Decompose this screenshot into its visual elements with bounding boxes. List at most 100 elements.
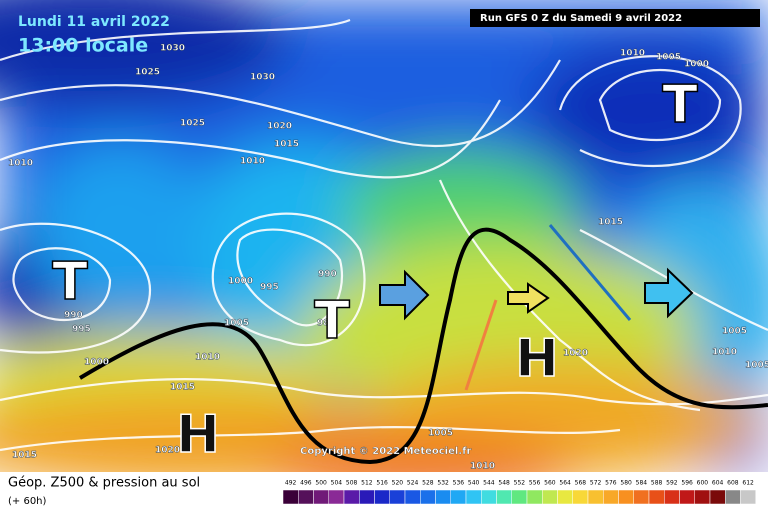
scale-swatch — [496, 489, 512, 505]
scale-swatch — [618, 489, 634, 505]
scale-label: 500 — [315, 480, 327, 487]
scale-label: 512 — [361, 480, 373, 487]
scale-label: 572 — [590, 480, 602, 487]
scale-label: 588 — [651, 480, 663, 487]
scale-swatch — [435, 489, 451, 505]
scale-swatch — [633, 489, 650, 505]
run-info: Run GFS 0 Z du Samedi 9 avril 2022 — [480, 13, 682, 24]
scale-swatch — [282, 489, 299, 505]
copyright: Copyright © 2022 Meteociel.fr — [300, 446, 471, 457]
scale-label: 564 — [559, 480, 571, 487]
scale-swatch — [389, 489, 406, 505]
scale-swatch — [420, 489, 436, 505]
scale-swatch — [450, 489, 467, 505]
pressure-label: 1010 — [195, 353, 220, 363]
pressure-label: 990 — [318, 270, 337, 280]
scale-label: 516 — [376, 480, 388, 487]
pressure-label: 1030 — [250, 73, 275, 83]
scale-swatch — [557, 489, 573, 505]
scale-label: 520 — [392, 480, 404, 487]
pressure-label: 1010 — [712, 348, 737, 358]
scale-label: 592 — [666, 480, 678, 487]
pressure-label: 1000 — [228, 277, 253, 287]
scale-label: 576 — [605, 480, 617, 487]
scale-label: 504 — [331, 480, 343, 487]
scale-label: 552 — [514, 480, 526, 487]
pressure-label: 1030 — [160, 44, 185, 54]
pressure-label: 1015 — [12, 451, 37, 461]
scale-swatch — [603, 489, 619, 505]
pressure-label: 1000 — [684, 60, 709, 70]
scale-swatch — [526, 489, 543, 505]
pressure-center: T — [52, 252, 88, 312]
pressure-label: 1025 — [180, 119, 205, 129]
pressure-label: 1005 — [656, 53, 681, 63]
pressure-center: H — [176, 405, 220, 465]
scale-label: 492 — [285, 480, 297, 487]
scale-swatch — [587, 489, 604, 505]
scale-swatch — [359, 489, 375, 505]
scale-swatch — [511, 489, 528, 505]
pressure-label: 1005 — [224, 319, 249, 329]
pressure-label: 1020 — [155, 446, 180, 456]
scale-swatch — [648, 489, 665, 505]
pressure-label: 1020 — [267, 122, 292, 132]
pressure-label: 1005 — [745, 361, 768, 371]
scale-label: 532 — [437, 480, 449, 487]
pressure-center: T — [662, 75, 698, 135]
scale-swatch — [740, 489, 756, 505]
scale-swatch — [572, 489, 589, 505]
scale-swatch — [725, 489, 741, 505]
pressure-label: 1010 — [8, 159, 33, 169]
scale-swatch — [313, 489, 329, 505]
scale-label: 540 — [468, 480, 480, 487]
pressure-label: 1005 — [722, 327, 747, 337]
scale-swatch — [343, 489, 360, 505]
trough-line — [78, 227, 768, 465]
pressure-label: 1010 — [470, 462, 495, 472]
scale-swatch — [328, 489, 345, 505]
scale-swatch — [481, 489, 497, 505]
scale-label: 508 — [346, 480, 358, 487]
pressure-label: 1015 — [274, 140, 299, 150]
scale-swatch — [465, 489, 482, 505]
scale-swatch — [542, 489, 558, 505]
pressure-label: 995 — [72, 325, 91, 335]
scale-label: 548 — [498, 480, 510, 487]
run-box — [470, 9, 760, 27]
scale-label: 496 — [300, 480, 312, 487]
pressure-labels: 1030 1025 1030 1025 1020 1015 1010 1010 1000 995 9… — [8, 43, 768, 472]
scale-label: 580 — [620, 480, 632, 487]
scale-swatch — [298, 489, 314, 505]
pressure-center: H — [515, 329, 559, 389]
geopotential-field — [0, 0, 768, 500]
scale-label: 596 — [681, 480, 693, 487]
valid-date: Lundi 11 avril 2022 — [18, 14, 170, 30]
scale-label: 560 — [544, 480, 556, 487]
scale-label: 556 — [529, 480, 541, 487]
scale-label: 604 — [712, 480, 724, 487]
scale-label: 584 — [636, 480, 648, 487]
legend-title: Géop. Z500 & pression au sol — [8, 476, 200, 491]
pressure-label: 1010 — [240, 157, 265, 167]
scale-label: 536 — [453, 480, 465, 487]
pressure-label: 1015 — [170, 383, 195, 393]
pressure-label: 995 — [260, 283, 279, 293]
pressure-label: 985 — [317, 319, 336, 329]
scale-swatch — [694, 489, 711, 505]
scale-swatch — [679, 489, 695, 505]
scale-label: 568 — [575, 480, 587, 487]
pressure-centers: T T T H H — [52, 74, 700, 466]
scale-swatch — [374, 489, 390, 505]
lead-time: (+ 60h) — [8, 496, 47, 507]
pressure-center: T — [314, 291, 350, 351]
scale-label: 612 — [742, 480, 754, 487]
pressure-label: 1005 — [428, 429, 453, 439]
pressure-label: 1020 — [563, 349, 588, 359]
scale-label: 524 — [407, 480, 419, 487]
color-scale: 492 496 500 504 508 512 516 520 524 528 532 536 540 5… — [282, 480, 756, 505]
pressure-label: 1025 — [135, 68, 160, 78]
pressure-label: 990 — [64, 311, 83, 321]
